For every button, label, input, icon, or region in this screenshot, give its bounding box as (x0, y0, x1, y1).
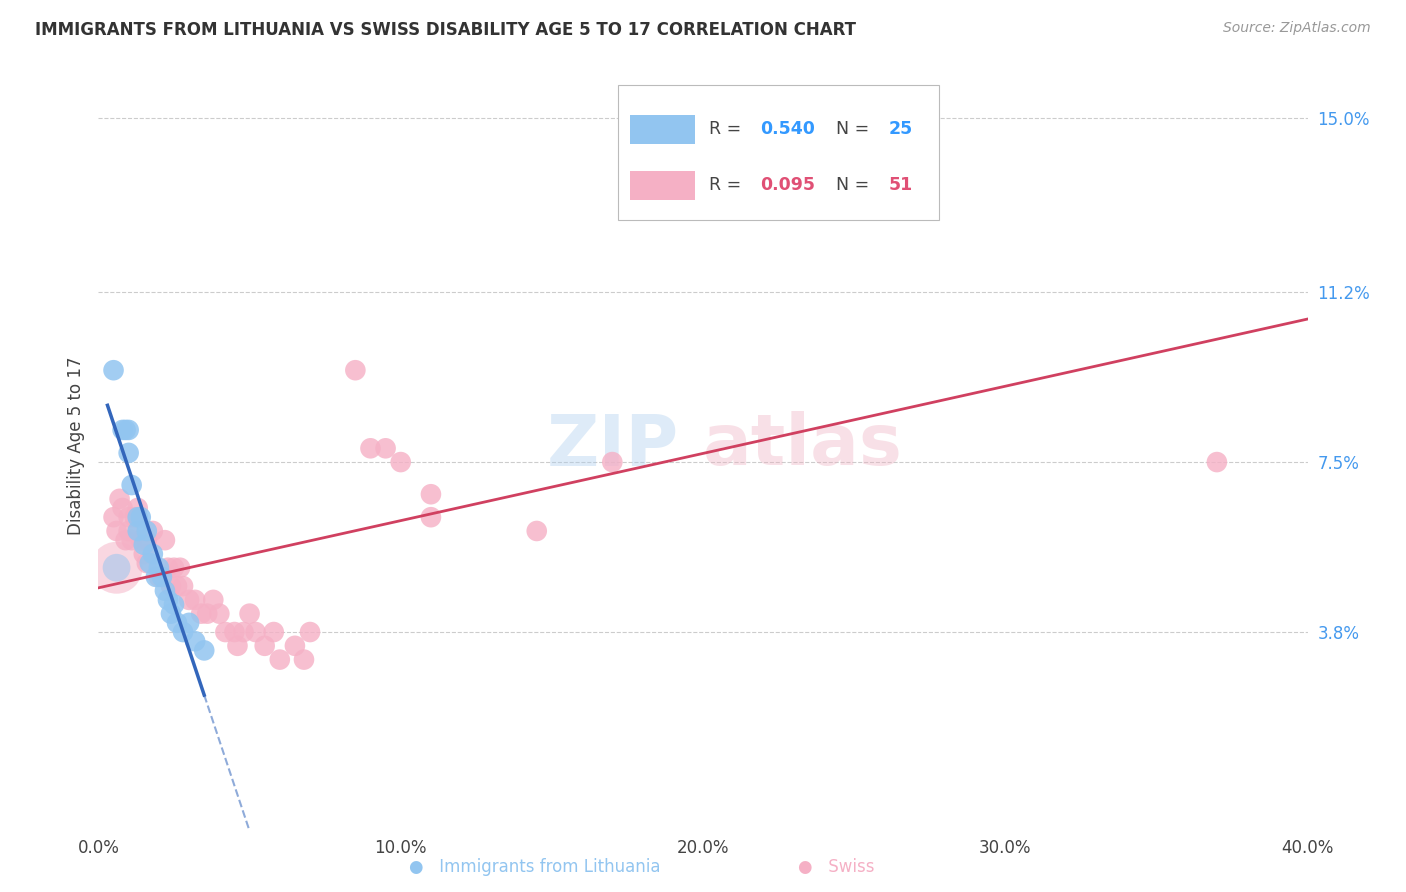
Point (245, 625, 267, 640)
Text: 25: 25 (889, 120, 912, 138)
Point (156, 593, 179, 607)
Y-axis label: Disability Age 5 to 17: Disability Age 5 to 17 (66, 357, 84, 535)
Text: ●   Immigrants from Lithuania: ● Immigrants from Lithuania (409, 858, 659, 876)
Text: ●   Swiss: ● Swiss (799, 858, 875, 876)
Point (139, 556, 162, 570)
Point (150, 570, 173, 584)
Point (127, 501, 149, 516)
Point (360, 442, 382, 456)
Text: N =: N = (837, 120, 875, 138)
Point (127, 510, 149, 524)
Point (226, 639, 249, 653)
Point (269, 652, 291, 666)
Text: Source: ZipAtlas.com: Source: ZipAtlas.com (1223, 21, 1371, 35)
Point (172, 579, 194, 593)
Text: atlas: atlas (703, 411, 903, 481)
Point (292, 652, 315, 666)
Point (190, 607, 212, 621)
Text: R =: R = (709, 120, 747, 138)
Point (129, 533, 152, 548)
Point (239, 607, 262, 621)
Point (135, 533, 157, 548)
Point (160, 607, 183, 621)
Point (169, 560, 191, 574)
Point (179, 593, 201, 607)
Point (208, 607, 231, 621)
Point (263, 625, 285, 640)
Point (121, 478, 143, 492)
Point (114, 423, 136, 437)
Point (232, 625, 254, 640)
Point (193, 643, 215, 657)
Point (374, 442, 396, 456)
Text: R =: R = (709, 177, 747, 194)
Point (214, 625, 236, 640)
Point (118, 510, 141, 524)
Point (142, 524, 165, 538)
Point (166, 579, 188, 593)
Point (602, 455, 624, 469)
Point (145, 570, 167, 584)
Point (105, 524, 128, 538)
Point (127, 524, 149, 538)
Point (184, 634, 207, 648)
Point (108, 491, 131, 506)
Point (224, 625, 246, 640)
Point (114, 533, 136, 548)
Point (118, 446, 141, 460)
FancyBboxPatch shape (630, 170, 695, 200)
Point (129, 510, 152, 524)
Point (160, 579, 183, 593)
Text: 0.095: 0.095 (761, 177, 815, 194)
Text: 0.540: 0.540 (761, 120, 815, 138)
Point (184, 593, 207, 607)
Point (420, 510, 443, 524)
Point (105, 560, 128, 574)
Point (202, 593, 225, 607)
Point (163, 598, 186, 612)
Point (813, 111, 835, 125)
Text: ZIP: ZIP (547, 411, 679, 481)
Point (105, 560, 128, 574)
Point (118, 423, 141, 437)
Text: IMMIGRANTS FROM LITHUANIA VS SWISS DISABILITY AGE 5 TO 17 CORRELATION CHART: IMMIGRANTS FROM LITHUANIA VS SWISS DISAB… (35, 21, 856, 38)
Point (389, 455, 412, 469)
Point (284, 639, 307, 653)
Point (132, 538, 155, 552)
Point (344, 363, 367, 377)
Point (142, 547, 165, 561)
Point (1206, 455, 1229, 469)
Point (153, 583, 176, 598)
Point (148, 560, 170, 574)
Point (420, 487, 443, 501)
Point (118, 524, 141, 538)
Point (135, 524, 157, 538)
Point (135, 556, 157, 570)
Point (124, 510, 146, 524)
Point (195, 607, 218, 621)
Point (299, 625, 322, 640)
Point (111, 423, 134, 437)
FancyBboxPatch shape (630, 114, 695, 144)
Point (166, 615, 188, 630)
Point (253, 639, 276, 653)
Point (103, 510, 125, 524)
Text: N =: N = (837, 177, 875, 194)
FancyBboxPatch shape (619, 86, 939, 219)
Point (148, 570, 170, 584)
Point (111, 501, 134, 516)
Point (121, 533, 143, 548)
Point (526, 524, 548, 538)
Point (172, 625, 194, 640)
Point (163, 560, 186, 574)
Point (132, 547, 155, 561)
Point (156, 560, 179, 574)
Text: 51: 51 (889, 177, 912, 194)
Point (103, 363, 125, 377)
Point (179, 615, 201, 630)
Point (153, 533, 176, 548)
